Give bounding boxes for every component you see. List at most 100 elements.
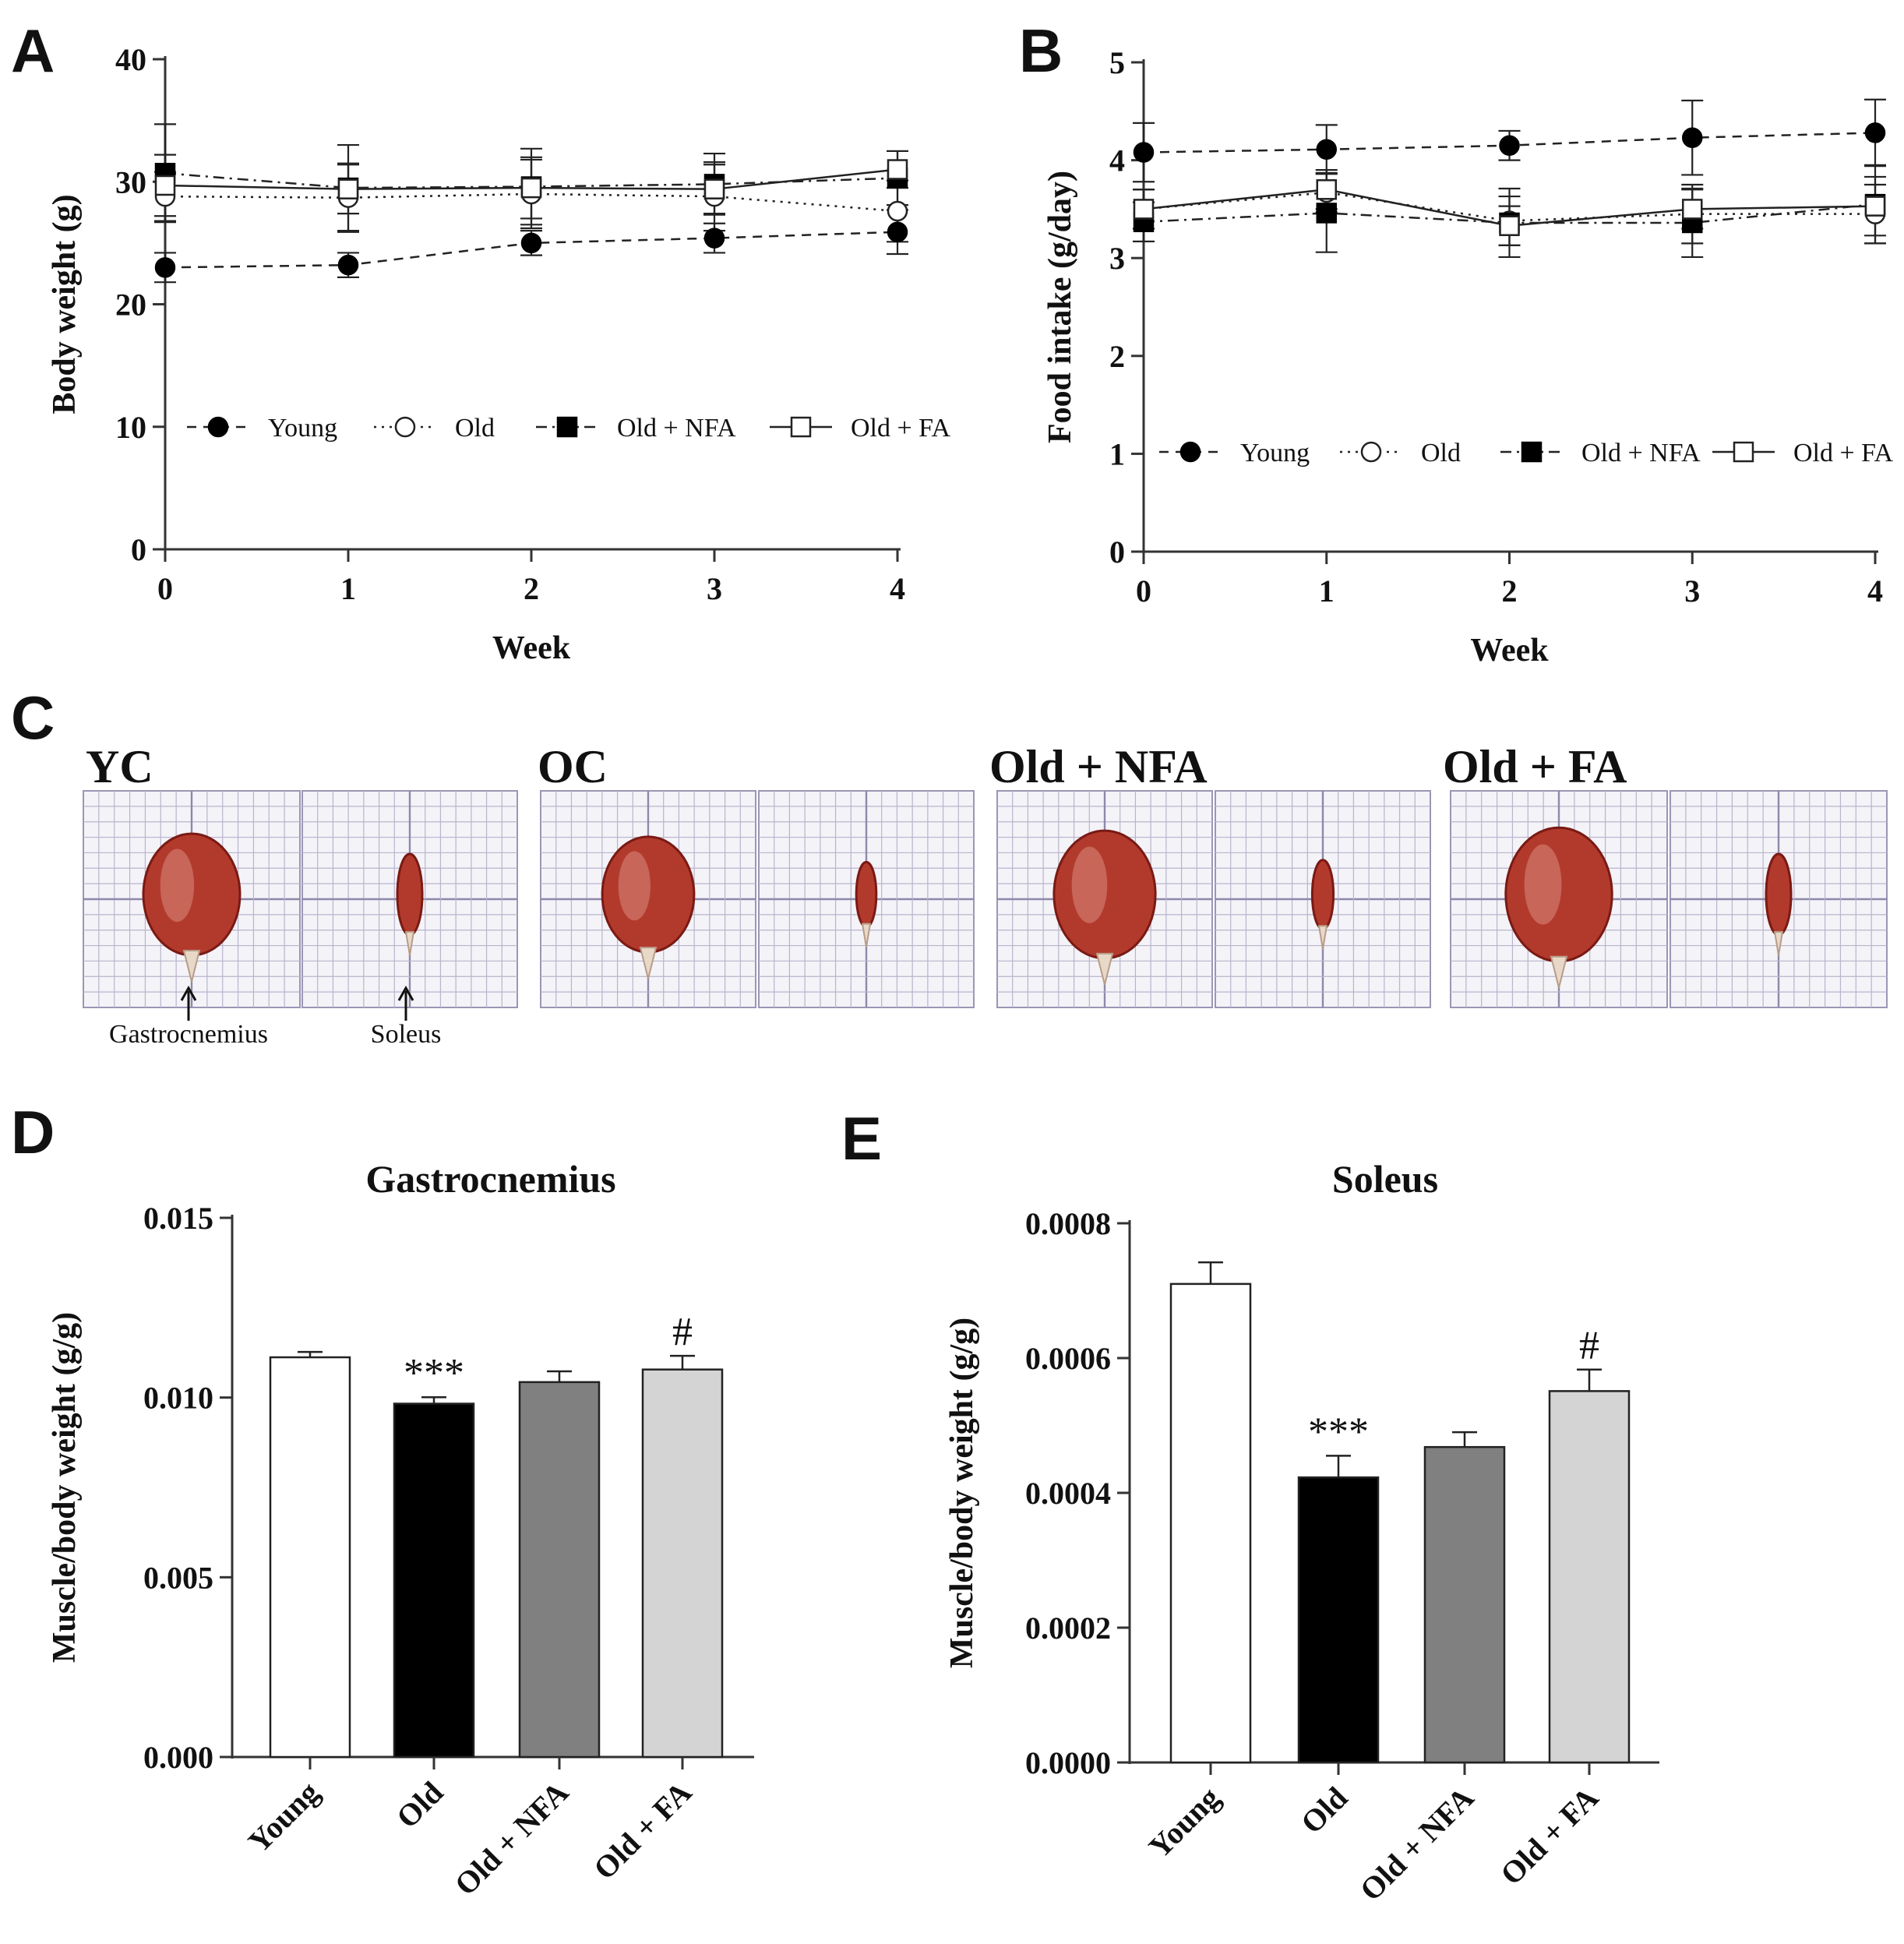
photo-soleus bbox=[301, 790, 518, 1008]
tendon bbox=[182, 950, 201, 983]
photo-gastrocnemius bbox=[996, 790, 1213, 1008]
data-point-old-fa bbox=[1864, 196, 1886, 217]
data-point-old-fa bbox=[1133, 199, 1155, 220]
data-point-old-fa bbox=[1682, 199, 1703, 220]
data-point-old bbox=[887, 200, 908, 222]
legend-marker-old bbox=[1360, 441, 1382, 463]
caption-soleus: Soleus bbox=[371, 1020, 442, 1049]
data-point-old-fa bbox=[520, 177, 542, 199]
muscle-soleus bbox=[855, 860, 878, 929]
bar-old-nfa bbox=[1423, 1445, 1506, 1764]
legend-item-old-nfa: Old + NFA bbox=[1500, 439, 1701, 467]
y-tick-label: 0 bbox=[1109, 535, 1125, 570]
photo-title-oc: OC bbox=[538, 741, 608, 792]
y-tick-label: 20 bbox=[115, 288, 146, 323]
data-point-young bbox=[154, 257, 176, 278]
legend-item-old-nfa: Old + NFA bbox=[536, 414, 736, 443]
data-point-old-fa bbox=[154, 175, 176, 196]
y-tick-label: 2 bbox=[1109, 339, 1125, 374]
legend-label: Old bbox=[1421, 439, 1461, 467]
arrow-up-icon bbox=[180, 985, 197, 1021]
x-tick-label: Old bbox=[390, 1775, 450, 1835]
chart-e-soleus: Soleus 0.0000 0.0002 0.0004 0.0006 0.0008 Musc… bbox=[944, 1157, 1659, 1907]
data-point-young bbox=[703, 228, 725, 249]
data-point-young bbox=[1682, 127, 1703, 148]
data-point-young bbox=[1316, 139, 1337, 161]
data-point-young bbox=[1133, 142, 1155, 163]
x-tick-label: Old + FA bbox=[587, 1774, 698, 1886]
data-point-young bbox=[337, 254, 359, 276]
y-tick-label: 0.015 bbox=[143, 1201, 213, 1236]
x-tick-label: 4 bbox=[890, 571, 905, 606]
x-tick-label: Old + FA bbox=[1493, 1780, 1605, 1891]
x-tick-label: 4 bbox=[1867, 573, 1883, 609]
legend-item-old: Old bbox=[374, 414, 495, 443]
tendon bbox=[1550, 955, 1568, 989]
legend-label: Old + NFA bbox=[617, 414, 736, 443]
y-tick-label: 0.010 bbox=[143, 1381, 213, 1416]
panel-letter-d: D bbox=[11, 1098, 55, 1166]
x-tick-label: Young bbox=[242, 1775, 326, 1860]
data-point-old-nfa bbox=[1316, 203, 1337, 224]
data-point-young bbox=[520, 232, 542, 254]
significance-label: *** bbox=[1308, 1409, 1369, 1454]
muscle-highlight bbox=[618, 851, 651, 921]
x-tick-label: Old bbox=[1294, 1780, 1354, 1840]
legend-marker-old-nfa bbox=[1521, 441, 1543, 463]
y-axis-title: Muscle/body weight (g/g) bbox=[944, 1318, 980, 1668]
photo-title-yc: YC bbox=[86, 741, 153, 792]
y-tick-label: 0.0008 bbox=[1025, 1206, 1111, 1241]
chart-b-food-intake: 0 1 2 3 4 5 0 1 2 3 4 Week Food intake (g/day) Young O… bbox=[1042, 45, 1894, 669]
x-tick-label: 3 bbox=[1684, 573, 1700, 609]
legend-label: Old bbox=[455, 414, 495, 443]
y-tick-label: 3 bbox=[1109, 241, 1125, 276]
photo-gastrocnemius bbox=[540, 790, 756, 1008]
y-tick-label: 0.005 bbox=[143, 1560, 213, 1595]
y-tick-label: 1 bbox=[1109, 436, 1125, 471]
chart-a-body-weight: 0 10 20 30 40 0 1 2 3 4 Week Body weight (g) Young Ol… bbox=[47, 42, 951, 666]
chart-title: Soleus bbox=[1332, 1157, 1438, 1201]
x-tick-label: 2 bbox=[524, 571, 539, 606]
legend: Young Old Old + NFA Old + FA bbox=[1159, 439, 1894, 467]
tendon bbox=[1317, 925, 1328, 950]
data-point-young bbox=[1864, 122, 1886, 143]
x-tick-label: 0 bbox=[157, 571, 173, 606]
legend-label: Old + FA bbox=[1793, 439, 1894, 467]
x-tick-label: 0 bbox=[1136, 573, 1151, 609]
photo-soleus bbox=[1670, 790, 1888, 1008]
bar-old-fa bbox=[1548, 1390, 1631, 1764]
muscle-soleus bbox=[1310, 859, 1335, 930]
y-tick-label: 0.0006 bbox=[1025, 1341, 1111, 1376]
y-tick-label: 4 bbox=[1109, 143, 1125, 178]
y-axis-title: Food intake (g/day) bbox=[1042, 171, 1078, 443]
bar-old-fa bbox=[641, 1368, 724, 1759]
legend-label: Old + FA bbox=[851, 414, 951, 443]
y-tick-label: 0.0000 bbox=[1025, 1745, 1111, 1780]
tendon bbox=[1773, 931, 1784, 956]
panel-letter-a: A bbox=[11, 16, 55, 85]
muscle-highlight bbox=[1071, 846, 1108, 923]
photo-soleus bbox=[1215, 790, 1431, 1008]
significance-label: # bbox=[1579, 1324, 1599, 1368]
data-point-old-fa bbox=[703, 178, 725, 199]
legend-marker-old-fa bbox=[1733, 441, 1754, 463]
legend-item-young: Young bbox=[1159, 439, 1310, 467]
photo-gastrocnemius bbox=[1450, 790, 1668, 1008]
data-point-old-fa bbox=[1316, 179, 1337, 200]
significance-label: # bbox=[672, 1310, 693, 1354]
legend: Young Old Old + NFA Old + FA bbox=[187, 414, 951, 443]
legend-marker-young bbox=[1179, 441, 1201, 463]
y-tick-label: 30 bbox=[115, 164, 146, 199]
panel-letter-c: C bbox=[11, 683, 55, 752]
y-tick-label: 0.0002 bbox=[1025, 1611, 1111, 1646]
legend-marker-young bbox=[207, 416, 229, 438]
data-point-young bbox=[887, 221, 908, 242]
legend-item-old: Old bbox=[1340, 439, 1461, 467]
y-tick-label: 40 bbox=[115, 42, 146, 77]
y-axis-title: Muscle/body weight (g/g) bbox=[47, 1312, 83, 1663]
x-axis-title: Week bbox=[1470, 633, 1549, 669]
y-tick-label: 0.000 bbox=[143, 1740, 213, 1775]
x-tick-label: 3 bbox=[707, 571, 722, 606]
muscle-highlight bbox=[1524, 844, 1562, 925]
